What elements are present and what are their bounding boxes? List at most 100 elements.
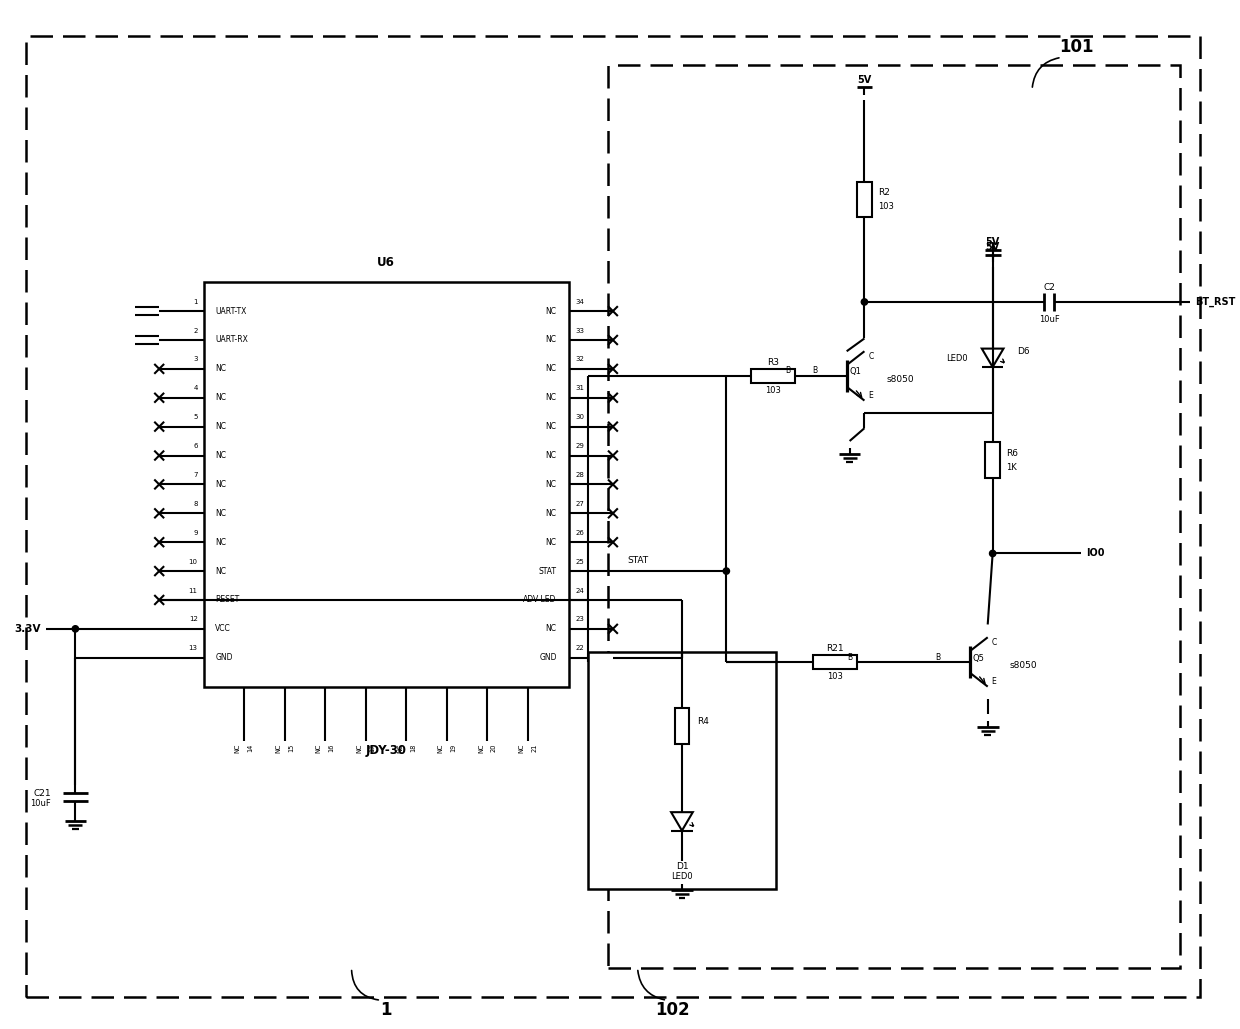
Text: 5V: 5V (857, 74, 872, 84)
Circle shape (990, 551, 996, 557)
Text: NC: NC (397, 744, 403, 753)
Text: B: B (812, 366, 817, 376)
Text: R21: R21 (826, 644, 843, 652)
Text: STAT: STAT (538, 567, 557, 575)
Text: B: B (847, 652, 852, 662)
Text: 33: 33 (575, 327, 584, 333)
Text: 26: 26 (575, 530, 584, 536)
Text: E: E (868, 391, 873, 400)
Text: s8050: s8050 (1009, 662, 1037, 671)
Text: R3: R3 (768, 358, 779, 366)
Text: NC: NC (546, 538, 557, 546)
Text: BT_RST: BT_RST (1195, 296, 1235, 307)
Circle shape (862, 298, 868, 306)
Circle shape (723, 568, 729, 574)
Text: 30: 30 (575, 415, 584, 420)
Text: STAT: STAT (627, 556, 649, 565)
Text: 32: 32 (575, 356, 584, 362)
Text: B: B (785, 366, 791, 376)
Text: 5: 5 (193, 415, 197, 420)
Text: C2: C2 (1043, 283, 1055, 291)
Text: 10: 10 (188, 559, 197, 565)
Text: NC: NC (518, 744, 525, 753)
Text: 28: 28 (575, 472, 584, 478)
Text: UART-TX: UART-TX (216, 307, 247, 316)
Text: 15: 15 (288, 744, 294, 752)
Text: 10uF: 10uF (1039, 315, 1060, 324)
Text: 17: 17 (370, 744, 376, 752)
Text: C: C (868, 352, 874, 361)
Text: C21: C21 (33, 788, 51, 797)
Text: NC: NC (356, 744, 362, 753)
Text: 4: 4 (193, 385, 197, 391)
Text: NC: NC (546, 625, 557, 633)
Text: 6: 6 (193, 443, 197, 449)
Bar (588, 652, 776, 889)
Text: R2: R2 (878, 188, 890, 197)
Text: 22: 22 (575, 645, 584, 651)
Text: NC: NC (275, 744, 281, 753)
Text: E: E (992, 677, 997, 686)
Text: GND: GND (216, 653, 233, 663)
Text: R6: R6 (1007, 449, 1018, 458)
Text: Q1: Q1 (849, 367, 862, 377)
Text: 3: 3 (193, 356, 197, 362)
Text: ADV-LED: ADV-LED (523, 596, 557, 604)
Text: NC: NC (546, 364, 557, 374)
Text: NC: NC (216, 538, 227, 546)
Text: VCC: VCC (216, 625, 231, 633)
Text: LED0: LED0 (946, 354, 968, 362)
Text: NC: NC (216, 422, 227, 431)
Text: 2: 2 (193, 327, 197, 333)
Text: 27: 27 (575, 501, 584, 507)
Text: s8050: s8050 (887, 376, 914, 385)
Text: 34: 34 (575, 298, 584, 305)
Text: Q5: Q5 (973, 653, 985, 663)
Text: 11: 11 (188, 588, 197, 594)
Text: NC: NC (216, 393, 227, 402)
Text: 3.3V: 3.3V (15, 624, 41, 634)
Bar (203, 282, 568, 686)
Text: 103: 103 (827, 672, 843, 681)
Text: NC: NC (477, 744, 484, 753)
Text: GND: GND (539, 653, 557, 663)
Text: 5V: 5V (986, 238, 999, 247)
Text: 16: 16 (329, 744, 335, 752)
Text: NC: NC (216, 508, 227, 518)
Text: 29: 29 (575, 443, 584, 449)
Text: NC: NC (546, 335, 557, 345)
Text: 18: 18 (409, 744, 415, 752)
Text: 5V: 5V (986, 242, 999, 252)
Text: 31: 31 (575, 385, 584, 391)
Text: 23: 23 (575, 616, 584, 623)
Text: 1: 1 (381, 1001, 392, 1019)
Bar (813, 654, 857, 669)
Text: 8: 8 (193, 501, 197, 507)
Bar (751, 368, 795, 384)
Text: U6: U6 (377, 256, 396, 269)
Text: RESET: RESET (216, 596, 239, 604)
Text: NC: NC (216, 567, 227, 575)
Text: NC: NC (546, 508, 557, 518)
Text: R4: R4 (697, 716, 708, 725)
Text: 10uF: 10uF (30, 800, 51, 809)
Text: NC: NC (216, 451, 227, 460)
Text: 12: 12 (188, 616, 197, 623)
Text: 13: 13 (188, 645, 197, 651)
Text: NC: NC (216, 480, 227, 489)
Text: 102: 102 (655, 1001, 689, 1019)
Bar (675, 708, 689, 744)
Text: 14: 14 (248, 744, 254, 752)
Circle shape (72, 626, 78, 632)
Text: NC: NC (546, 307, 557, 316)
Text: 1K: 1K (1007, 463, 1017, 471)
Text: B: B (935, 652, 940, 662)
Text: 24: 24 (575, 588, 584, 594)
Bar (608, 65, 1180, 967)
Text: 9: 9 (193, 530, 197, 536)
Bar (986, 442, 999, 478)
Text: 19: 19 (450, 744, 456, 752)
Text: LED0: LED0 (671, 873, 693, 882)
Bar (857, 181, 872, 217)
Text: UART-RX: UART-RX (216, 335, 248, 345)
